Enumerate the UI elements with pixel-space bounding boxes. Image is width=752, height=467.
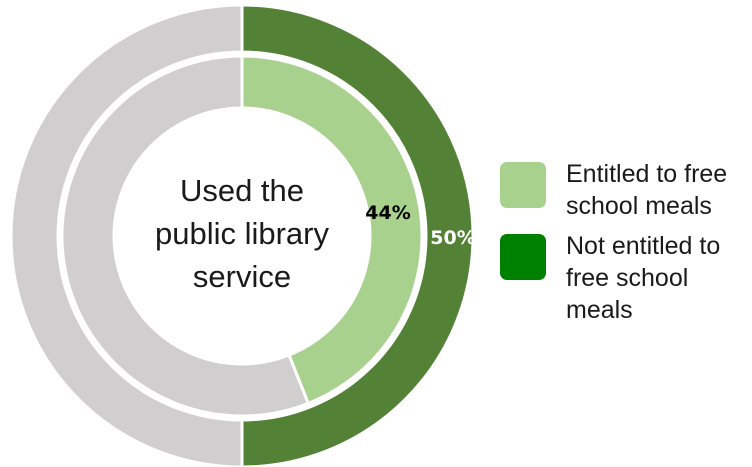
legend-swatch-entitled — [500, 162, 546, 208]
legend-label-not-entitled: Not entitled to free school meals — [566, 232, 721, 324]
legend-item-not-entitled: Not entitled to free school meals — [500, 230, 752, 326]
center-label-line-2: public library — [155, 216, 330, 251]
donut-rings — [9, 3, 475, 467]
center-label-line-3: service — [193, 259, 291, 294]
inner-ring-data-label: 44% — [365, 202, 410, 224]
center-label-line-1: Used the — [180, 173, 304, 208]
legend-item-entitled: Entitled to free school meals — [500, 158, 752, 222]
outer-ring-remainder-segment — [9, 3, 244, 467]
inner-ring-remainder-segment — [60, 54, 311, 418]
inner-ring-value-segment — [240, 54, 424, 406]
legend-label-entitled: Entitled to free school meals — [566, 160, 728, 220]
legend: Entitled to free school meals Not entitl… — [500, 158, 752, 334]
data-labels: 50% 44% — [365, 202, 475, 249]
center-label: Used the public library service — [155, 173, 330, 294]
legend-swatch-not-entitled — [500, 234, 546, 280]
outer-ring-data-label: 50% — [430, 227, 475, 249]
